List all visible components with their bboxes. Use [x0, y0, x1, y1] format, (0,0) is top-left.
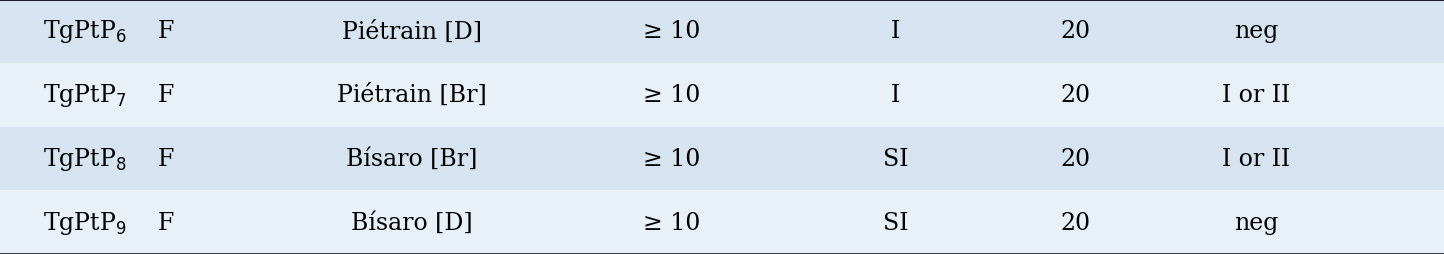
Bar: [0, 190, 1444, 254]
Text: TgPtP$_8$: TgPtP$_8$: [43, 145, 127, 172]
Text: 20: 20: [1061, 147, 1090, 170]
Text: 20: 20: [1061, 211, 1090, 234]
Bar: [0, 0, 1444, 64]
Text: TgPtP$_6$: TgPtP$_6$: [43, 18, 127, 45]
Text: ≥ 10: ≥ 10: [643, 20, 700, 43]
Text: F: F: [157, 211, 175, 234]
Bar: [0, 64, 1444, 127]
Text: 20: 20: [1061, 20, 1090, 43]
Text: TgPtP$_7$: TgPtP$_7$: [43, 82, 127, 109]
Text: I: I: [891, 84, 900, 107]
Bar: [0, 0, 1444, 2]
Text: SI: SI: [882, 147, 908, 170]
Text: Bísaro [D]: Bísaro [D]: [351, 211, 472, 234]
Text: I or II: I or II: [1222, 147, 1291, 170]
Text: Piétrain [Br]: Piétrain [Br]: [336, 84, 487, 107]
Text: F: F: [157, 84, 175, 107]
Text: neg: neg: [1235, 211, 1278, 234]
Text: ≥ 10: ≥ 10: [643, 147, 700, 170]
Text: Bísaro [Br]: Bísaro [Br]: [347, 147, 477, 170]
Text: ≥ 10: ≥ 10: [643, 84, 700, 107]
Text: I or II: I or II: [1222, 84, 1291, 107]
Bar: [0, 127, 1444, 190]
Text: F: F: [157, 20, 175, 43]
Text: Piétrain [D]: Piétrain [D]: [342, 20, 481, 43]
Text: F: F: [157, 147, 175, 170]
Text: SI: SI: [882, 211, 908, 234]
Text: ≥ 10: ≥ 10: [643, 211, 700, 234]
Text: I: I: [891, 20, 900, 43]
Text: TgPtP$_9$: TgPtP$_9$: [43, 209, 127, 236]
Text: neg: neg: [1235, 20, 1278, 43]
Text: 20: 20: [1061, 84, 1090, 107]
